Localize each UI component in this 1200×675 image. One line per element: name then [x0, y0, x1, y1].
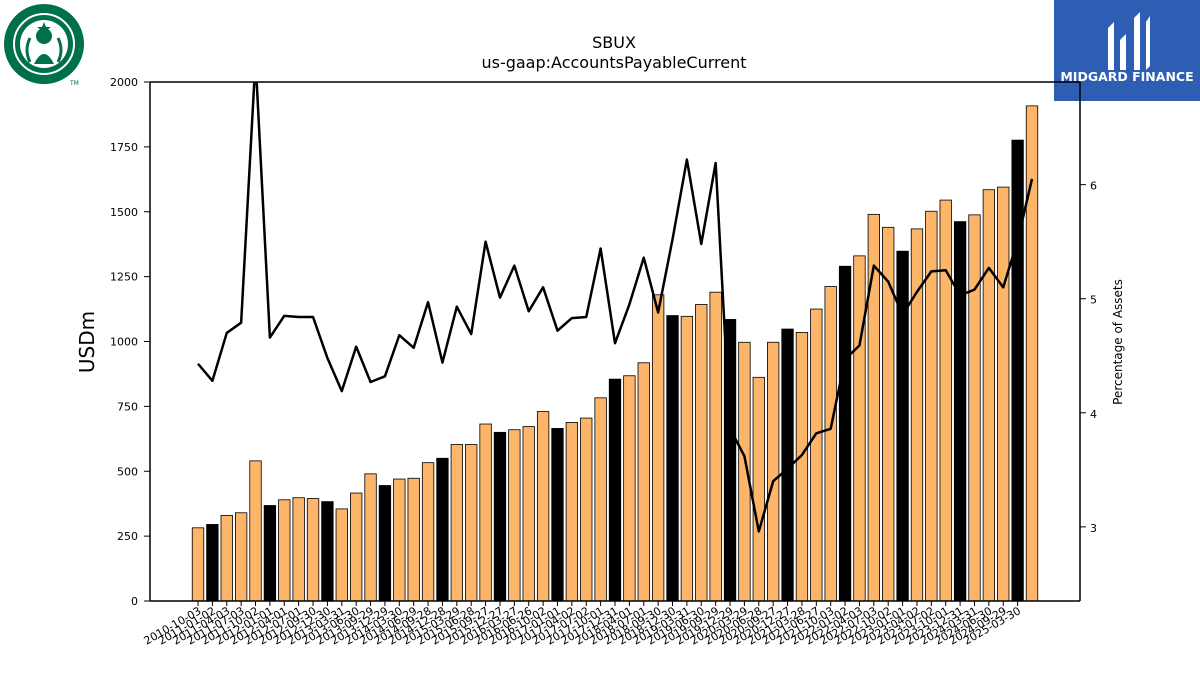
bar	[407, 477, 420, 602]
y-tick-label: 750	[117, 400, 138, 413]
bar	[637, 362, 650, 602]
line-series-percentage-of-assets	[197, 82, 1034, 533]
y-tick-label: 0	[131, 595, 138, 608]
bar	[191, 527, 205, 602]
y-tick-label: 2000	[110, 76, 138, 89]
bar	[278, 499, 291, 602]
bar	[234, 512, 248, 602]
bar	[608, 378, 622, 602]
bar	[465, 444, 478, 602]
y-tick-label: 250	[117, 530, 138, 543]
bar	[335, 508, 348, 602]
y2-tick-label: 4	[1090, 408, 1097, 421]
bar	[350, 492, 363, 602]
bar	[824, 286, 837, 602]
bar	[953, 221, 967, 602]
bar	[479, 423, 492, 602]
bar	[493, 431, 507, 602]
bar	[508, 429, 521, 602]
bar	[939, 199, 952, 602]
bar	[249, 460, 262, 602]
bar	[378, 485, 392, 602]
bar	[421, 462, 435, 602]
bar	[565, 422, 579, 602]
bar	[623, 375, 636, 602]
bar	[594, 397, 607, 602]
bar	[1011, 139, 1024, 602]
bar	[220, 514, 233, 602]
bar	[695, 303, 708, 602]
bar	[436, 457, 449, 602]
bar	[982, 189, 996, 602]
bar	[263, 505, 277, 602]
y-tick-label: 1500	[110, 206, 138, 219]
bar	[795, 332, 809, 602]
bar	[709, 291, 722, 602]
y-tick-label: 1000	[110, 336, 138, 349]
bar	[651, 294, 665, 602]
bar	[450, 444, 463, 602]
bar	[580, 417, 593, 602]
bar	[292, 497, 305, 602]
midgard-logo-text: MIDGARD FINANCE	[1060, 69, 1193, 84]
y2-tick-label: 5	[1090, 294, 1097, 307]
y-tick-label: 1250	[110, 271, 138, 284]
bar	[364, 473, 377, 602]
plot-area: 02505007501000125015001750200034562010-1…	[110, 76, 1097, 648]
bar	[393, 478, 406, 602]
bar	[997, 186, 1010, 602]
starbucks-logo: TM	[4, 4, 84, 87]
bar	[752, 376, 765, 602]
y-axis-label: USDm	[75, 311, 99, 373]
bar	[522, 426, 535, 602]
bar	[551, 428, 564, 602]
bar	[968, 214, 981, 602]
bar	[306, 498, 320, 602]
bar	[810, 308, 823, 602]
bar	[321, 501, 334, 602]
svg-text:TM: TM	[69, 80, 79, 87]
y-tick-label: 1750	[110, 141, 138, 154]
bar	[853, 255, 866, 602]
bar	[925, 210, 938, 602]
y2-tick-label: 6	[1090, 180, 1097, 193]
bar	[838, 265, 852, 602]
bar	[680, 315, 694, 602]
chart-title: SBUX	[592, 33, 636, 52]
bar	[206, 524, 219, 602]
y2-axis-label: Percentage of Assets	[1111, 279, 1125, 405]
midgard-logo-background	[1054, 0, 1200, 101]
chart-subtitle: us-gaap:AccountsPayableCurrent	[481, 53, 746, 72]
y-tick-label: 500	[117, 465, 138, 478]
bar	[536, 411, 550, 602]
y2-tick-label: 3	[1090, 522, 1097, 535]
bar	[767, 341, 780, 602]
midgard-finance-logo: MIDGARD FINANCE	[1054, 0, 1200, 101]
bar	[666, 315, 679, 602]
